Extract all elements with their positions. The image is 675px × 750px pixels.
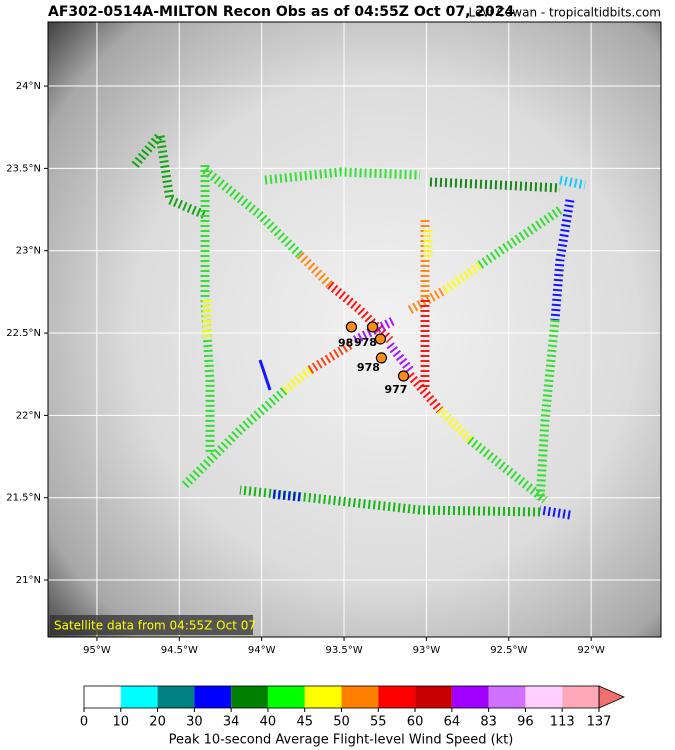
x-tick-label: 93.5°W <box>325 645 362 656</box>
y-tick-label: 21.5°N <box>6 493 41 504</box>
pressure-label: 978 <box>354 336 377 349</box>
colorbar-tick-label: 64 <box>444 715 461 730</box>
x-tick-label: 94°W <box>248 645 276 656</box>
colorbar-tick-label: 50 <box>333 715 350 730</box>
y-tick-label: 23.5°N <box>6 163 41 174</box>
colorbar-box <box>488 686 526 708</box>
y-tick-label: 22.5°N <box>6 328 41 339</box>
axis-ticks: 95°W 94.5°W 94°W 93.5°W 93°W 92.5°W 92°W 21°N 21… <box>6 81 605 656</box>
colorbar-box <box>194 686 232 708</box>
colorbar-tick-label: 113 <box>550 715 575 730</box>
dropsonde <box>366 321 379 333</box>
pressure-label: 977 <box>384 383 407 396</box>
colorbar-box <box>304 686 342 708</box>
colorbar-tick-label: 0 <box>80 715 88 730</box>
colorbar-box <box>84 686 121 708</box>
colorbar-box <box>341 686 379 708</box>
colorbar-tick-label: 96 <box>517 715 534 730</box>
dropsonde <box>397 370 410 382</box>
y-tick-label: 21°N <box>16 575 41 586</box>
colorbar-tick-label: 55 <box>370 715 387 730</box>
satellite-note: Satellite data from 04:55Z Oct 07 <box>54 619 256 633</box>
y-tick-label: 22°N <box>16 410 41 421</box>
colorbar-box <box>231 686 268 708</box>
flight-track <box>131 124 586 520</box>
note-background <box>50 615 253 635</box>
colorbar-box <box>378 686 416 708</box>
y-tick-label: 23°N <box>16 246 41 257</box>
dropsonde <box>374 333 387 345</box>
colorbar-box <box>525 686 563 708</box>
x-tick-label: 92°W <box>577 645 605 656</box>
colorbar-tick-label: 45 <box>296 715 313 730</box>
colorbar-tick-label: 137 <box>587 715 612 730</box>
colorbar-box <box>562 686 599 708</box>
colorbar-label: Peak 10-second Average Flight-level Wind… <box>169 733 514 748</box>
x-tick-label: 94.5°W <box>161 645 198 656</box>
title: AF302-0514A-MILTON Recon Obs as of 04:55… <box>48 4 514 20</box>
colorbar-tick-label: 30 <box>186 715 203 730</box>
colorbar-tick-label: 40 <box>260 715 277 730</box>
x-tick-label: 93°W <box>413 645 441 656</box>
dropsonde <box>375 352 388 364</box>
x-tick-label: 95°W <box>83 645 111 656</box>
colorbar: 0 10 20 30 34 40 45 50 55 60 64 83 96 113 137 <box>80 685 625 730</box>
map-frame <box>47 21 662 638</box>
x-tick-label: 92.5°W <box>490 645 527 656</box>
colorbar-tick-label: 60 <box>407 715 424 730</box>
colorbar-box <box>120 686 158 708</box>
colorbar-tick-label: 34 <box>223 715 240 730</box>
colorbar-box <box>415 686 452 708</box>
colorbar-tick-label: 20 <box>149 715 166 730</box>
colorbar-extension <box>598 685 625 709</box>
colorbar-box <box>451 686 489 708</box>
colorbar-tick-label: 83 <box>480 715 497 730</box>
colorbar-box <box>157 686 195 708</box>
dropsonde <box>345 321 358 333</box>
credit: Levi Cowan - tropicaltidbits.com <box>468 6 661 20</box>
y-tick-label: 24°N <box>16 81 41 92</box>
pressure-label: 978 <box>357 361 380 374</box>
grid <box>48 22 661 637</box>
colorbar-tick-label: 10 <box>113 715 130 730</box>
pressure-label: 98 <box>338 337 353 350</box>
colorbar-box <box>267 686 305 708</box>
